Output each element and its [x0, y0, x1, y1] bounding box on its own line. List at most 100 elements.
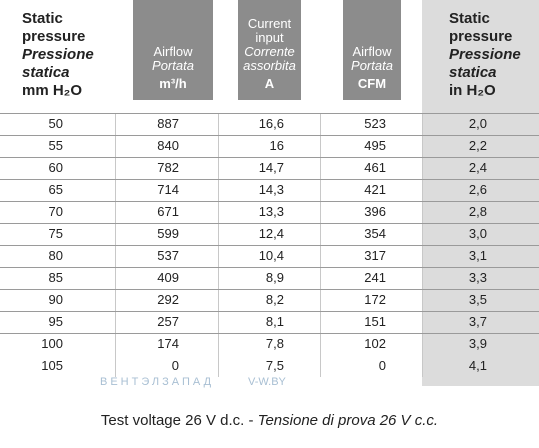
- table-cell: 8,1: [265, 314, 284, 329]
- table-cell: 10,4: [258, 248, 284, 263]
- table-cell: 60: [48, 160, 63, 175]
- row-line: [0, 113, 539, 114]
- table-cell: 105: [41, 358, 63, 373]
- table-cell: 4,1: [468, 358, 487, 373]
- header-text: assorbita: [243, 58, 296, 73]
- table-cell: 80: [48, 248, 63, 263]
- table-cell: 3,7: [468, 314, 487, 329]
- table-cell: 75: [48, 226, 63, 241]
- table-cell: 174: [157, 336, 179, 351]
- table-cell: 7,8: [265, 336, 284, 351]
- table-cell: 292: [157, 292, 179, 307]
- header-text: statica: [22, 64, 70, 81]
- table-cell: 317: [364, 248, 386, 263]
- header-cell: Current input Corrente assorbita A: [238, 0, 301, 100]
- table-cell: 55: [48, 138, 63, 153]
- table-cell: 2,8: [468, 204, 487, 219]
- table-cell: 671: [157, 204, 179, 219]
- row-line: [0, 135, 539, 136]
- watermark: ВЕНТЭЛЗАПАД: [100, 376, 215, 388]
- table-cell: 65: [48, 182, 63, 197]
- table-cell: 16: [269, 138, 284, 153]
- table-cell: 3,0: [468, 226, 487, 241]
- row-line: [0, 333, 539, 334]
- table-cell: 102: [364, 336, 386, 351]
- header-cell: Airflow Portata m³/h: [133, 0, 213, 100]
- table-cell: 396: [364, 204, 386, 219]
- table-cell: 14,3: [258, 182, 284, 197]
- footer-text: Tensione di prova 26 V c.c.: [257, 412, 439, 429]
- row-line: [0, 201, 539, 202]
- table-cell: 714: [157, 182, 179, 197]
- table-cell: 12,4: [258, 226, 284, 241]
- table-cell: 599: [157, 226, 179, 241]
- header-text: Portata: [351, 58, 393, 73]
- column-shade: [422, 0, 539, 386]
- header-text: m³/h: [159, 76, 187, 91]
- header-text: Airflow: [352, 44, 392, 59]
- table-cell: 3,9: [468, 336, 487, 351]
- header-text: CFM: [357, 76, 387, 91]
- table-cell: 537: [157, 248, 179, 263]
- table-cell: 8,9: [265, 270, 284, 285]
- table-cell: 461: [364, 160, 386, 175]
- table-cell: 2,6: [468, 182, 487, 197]
- table-cell: 257: [157, 314, 179, 329]
- table-cell: 241: [364, 270, 386, 285]
- table-cell: 2,4: [468, 160, 487, 175]
- table-cell: 0: [378, 358, 386, 373]
- table-cell: 3,1: [468, 248, 487, 263]
- header-text: Corrente: [244, 44, 295, 59]
- table-cell: 172: [364, 292, 386, 307]
- table-cell: 7,5: [265, 358, 284, 373]
- table-cell: 887: [157, 116, 179, 131]
- table-cell: 782: [157, 160, 179, 175]
- header-cell: Static pressure Pressione statica in H₂O: [449, 0, 539, 108]
- header-text: input: [255, 30, 284, 45]
- watermark: V-W.BY: [248, 376, 286, 388]
- table-cell: 14,7: [258, 160, 284, 175]
- header-text: pressure: [22, 28, 86, 45]
- header-cell: Static pressure Pressione statica mm H₂O: [22, 0, 117, 108]
- table-cell: 0: [171, 358, 179, 373]
- table-cell: 2,0: [468, 116, 487, 131]
- row-line: [0, 179, 539, 180]
- table-cell: 95: [48, 314, 63, 329]
- table-cell: 100: [41, 336, 63, 351]
- header-text: Static: [449, 10, 490, 27]
- header-text: in H₂O: [449, 82, 496, 99]
- header-text: Static: [22, 10, 63, 27]
- table-cell: 70: [48, 204, 63, 219]
- table-cell: 3,3: [468, 270, 487, 285]
- table-cell: 13,3: [258, 204, 284, 219]
- table-cell: 2,2: [468, 138, 487, 153]
- table-cell: 840: [157, 138, 179, 153]
- table-cell: 495: [364, 138, 386, 153]
- table-cell: 409: [157, 270, 179, 285]
- table-cell: 85: [48, 270, 63, 285]
- table-cell: 523: [364, 116, 386, 131]
- table-cell: 50: [48, 116, 63, 131]
- row-line: [0, 289, 539, 290]
- header-text: Pressione: [449, 46, 521, 63]
- header-text: Current: [247, 16, 292, 31]
- table-cell: 8,2: [265, 292, 284, 307]
- row-line: [0, 311, 539, 312]
- header-text: pressure: [449, 28, 513, 45]
- footer: Test voltage 26 V d.c. - Tensione di pro…: [0, 412, 539, 429]
- header-text: Pressione: [22, 46, 94, 63]
- header-text: A: [264, 76, 275, 91]
- table-cell: 421: [364, 182, 386, 197]
- header-cell: Airflow Portata CFM: [343, 0, 401, 100]
- header-text: mm H₂O: [22, 82, 83, 99]
- row-line: [0, 157, 539, 158]
- row-line: [0, 245, 539, 246]
- table-cell: 90: [48, 292, 63, 307]
- table-cell: 3,5: [468, 292, 487, 307]
- table-cell: 354: [364, 226, 386, 241]
- table-cell: 16,6: [258, 116, 284, 131]
- row-line: [0, 267, 539, 268]
- header-text: Airflow: [153, 44, 193, 59]
- header-text: Portata: [152, 58, 194, 73]
